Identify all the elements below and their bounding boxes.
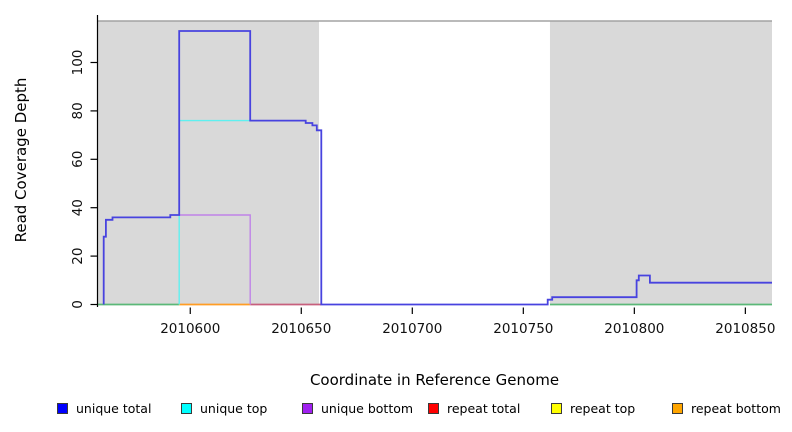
legend-label-unique-top: unique top	[200, 400, 268, 416]
shaded-region-1	[549, 21, 772, 304]
legend-swatch-unique-bottom	[302, 402, 313, 414]
legend-swatch-repeat-total	[428, 402, 439, 414]
legend-item-unique-bottom: unique bottom	[302, 399, 413, 417]
y-tick-label: 0	[70, 300, 86, 309]
legend-label-repeat-top: repeat top	[570, 400, 636, 416]
y-axis-title: Read Coverage Depth	[12, 77, 30, 243]
y-tick-label: 40	[70, 199, 86, 216]
legend-item-unique-total: unique total	[57, 399, 151, 417]
legend-item-unique-top: unique top	[181, 399, 267, 417]
y-tick-label: 20	[70, 248, 86, 265]
y-tick-label: 80	[70, 102, 86, 119]
x-tick-label: 2010600	[160, 321, 220, 337]
x-tick-label: 2010700	[382, 321, 442, 337]
x-tick-label: 2010650	[271, 321, 331, 337]
x-axis-title: Coordinate in Reference Genome	[309, 371, 560, 389]
x-tick-label: 2010750	[493, 321, 553, 337]
legend-swatch-unique-top	[181, 402, 192, 414]
legend-swatch-unique-total	[57, 402, 68, 414]
y-tick-label: 100	[70, 50, 86, 76]
series-line-unique-total	[102, 30, 772, 306]
series-line-unique-bottom	[179, 214, 251, 305]
legend-label-unique-bottom: unique bottom	[321, 400, 414, 416]
legend-swatch-repeat-top	[551, 402, 562, 414]
legend-item-repeat-total: repeat total	[428, 399, 520, 417]
legend-item-repeat-top: repeat top	[551, 399, 635, 417]
y-tick-label: 60	[70, 151, 86, 168]
x-tick-label: 2010850	[715, 321, 775, 337]
legend-item-repeat-bottom: repeat bottom	[672, 399, 781, 417]
legend-label-unique-total: unique total	[76, 400, 152, 416]
x-tick-label: 2010800	[604, 321, 664, 337]
legend-label-repeat-total: repeat total	[447, 400, 521, 416]
shaded-region-0	[97, 21, 320, 304]
legend-swatch-repeat-bottom	[672, 402, 683, 414]
legend-label-repeat-bottom: repeat bottom	[691, 400, 781, 416]
